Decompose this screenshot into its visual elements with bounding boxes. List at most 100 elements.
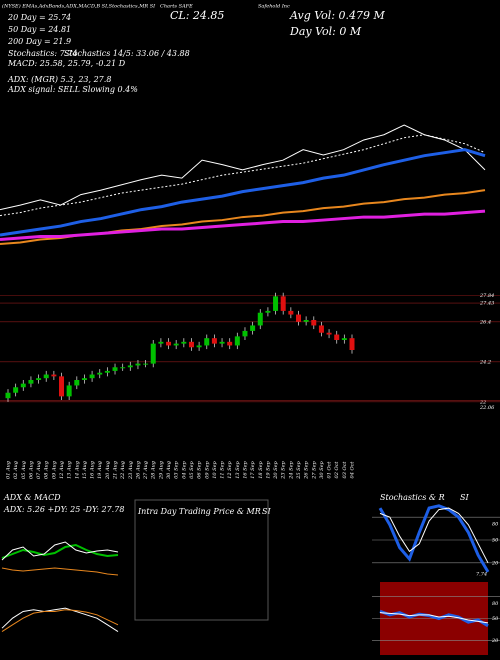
candle-body xyxy=(143,363,149,365)
candle-body xyxy=(66,385,72,397)
candle-body xyxy=(280,296,286,311)
candle-body xyxy=(173,343,179,346)
x-tick-label: 02 Aug xyxy=(13,461,19,479)
x-tick-label: 29 Aug xyxy=(158,461,164,480)
x-tick-label: 06 Sep xyxy=(197,460,203,478)
candle-body xyxy=(150,343,156,364)
y-tick-label: 50 xyxy=(492,538,499,544)
stat: 50 Day = 24.81 xyxy=(8,25,71,34)
candle-body xyxy=(89,374,95,379)
candle-body xyxy=(334,334,340,340)
series-line xyxy=(379,609,489,628)
x-tick-label: 20 Aug xyxy=(105,461,111,480)
candle-body xyxy=(20,383,26,388)
candle-body xyxy=(5,392,11,399)
x-tick-label: 03 Oct xyxy=(342,461,348,479)
x-tick-label: 20 Sep xyxy=(273,460,279,479)
x-tick-label: 26 Aug xyxy=(135,461,141,480)
x-tick-label: 28 Aug xyxy=(151,461,157,480)
y-tick-label: 27.43 xyxy=(479,301,494,307)
x-tick-label: 04 Oct xyxy=(350,461,356,479)
series-line xyxy=(379,612,489,624)
series-line xyxy=(1,541,119,561)
candle-body xyxy=(112,367,118,371)
series-line xyxy=(1,567,119,576)
panel-label: 7.74 xyxy=(476,572,487,578)
candle-body xyxy=(265,310,271,313)
series-line xyxy=(1,609,119,632)
x-tick-label: 23 Sep xyxy=(281,460,287,479)
candle-body xyxy=(13,387,19,393)
candle-body xyxy=(204,338,210,346)
x-tick-label: 08 Aug xyxy=(44,461,50,479)
x-tick-label: 04 Sep xyxy=(181,460,187,478)
candle-body xyxy=(120,367,126,369)
x-tick-label: 30 Sep xyxy=(319,460,325,478)
stat: ADX signal: SELL Slowing 0.4% xyxy=(7,85,138,94)
x-tick-label: 27 Sep xyxy=(311,460,317,479)
stat: MACD: 25.58, 25.79, -0.21 D xyxy=(7,59,126,68)
candle-body xyxy=(158,341,164,344)
y-tick-label: 80 xyxy=(492,522,499,528)
stat: Stochastics: 7.74 xyxy=(8,49,77,58)
x-tick-label: 16 Aug xyxy=(90,461,96,479)
x-tick-label: 14 Aug xyxy=(74,461,80,479)
stat: ADX: (MGR) 5.3, 23, 27.8 xyxy=(7,75,111,84)
intraday-suffix: SI xyxy=(262,507,271,516)
x-tick-label: 18 Sep xyxy=(258,460,264,478)
x-tick-label: 11 Sep xyxy=(220,460,226,478)
candle-body xyxy=(311,320,317,326)
x-tick-label: 02 Oct xyxy=(334,461,340,479)
header-left: (NYSE) EMAs,AdxBands,ADX,MACD,B SI,Stoch… xyxy=(2,3,156,10)
candle-body xyxy=(257,312,263,326)
series-line xyxy=(0,124,486,211)
x-tick-label: 06 Aug xyxy=(28,461,34,479)
x-tick-label: 05 Aug xyxy=(21,461,27,479)
candle-body xyxy=(295,314,301,322)
y-tick-label: 24.2 xyxy=(479,359,491,365)
candle-body xyxy=(81,378,87,380)
x-tick-label: 26 Sep xyxy=(304,460,310,479)
x-tick-label: 10 Sep xyxy=(212,460,218,478)
x-tick-label: 07 Aug xyxy=(36,461,42,479)
stat: 200 Day = 21.9 xyxy=(7,37,71,46)
x-tick-label: 01 Oct xyxy=(327,461,333,479)
candle-body xyxy=(250,325,256,331)
panel-title: Stochastics & R xyxy=(380,493,445,502)
x-tick-label: 21 Aug xyxy=(113,461,119,480)
y-tick-label: 22 xyxy=(479,399,486,405)
header-center: Charts SAFE xyxy=(160,4,193,10)
panel-title: ADX & MACD xyxy=(3,493,61,502)
x-tick-label: 25 Sep xyxy=(296,460,302,479)
x-tick-label: 13 Sep xyxy=(235,460,241,478)
candle-body xyxy=(227,341,233,346)
candle-body xyxy=(59,376,65,397)
x-tick-label: 12 Sep xyxy=(227,460,233,478)
candle-body xyxy=(43,374,49,379)
candle-body xyxy=(349,338,355,350)
y-tick-label: 80 xyxy=(492,601,499,607)
candle-body xyxy=(28,380,34,384)
candle-body xyxy=(326,332,332,335)
candle-body xyxy=(166,341,172,346)
series-line xyxy=(378,504,490,573)
x-tick-label: 13 Aug xyxy=(67,461,73,479)
candle-body xyxy=(219,341,225,344)
stat: 20 Day = 25.74 xyxy=(7,13,71,22)
x-tick-label: 19 Aug xyxy=(97,461,103,479)
y-tick-label: 22.06 xyxy=(479,405,495,411)
x-tick-label: 12 Aug xyxy=(59,461,65,479)
panel-suffix: SI xyxy=(460,493,469,502)
x-tick-label: 03 Sep xyxy=(174,460,180,478)
header-right: Safehold Inc xyxy=(258,4,290,10)
candle-body xyxy=(273,296,279,311)
x-tick-label: 24 Sep xyxy=(288,460,294,479)
candle-body xyxy=(135,363,141,366)
x-tick-label: 17 Sep xyxy=(250,460,256,478)
x-tick-label: 09 Sep xyxy=(204,460,210,478)
series-line xyxy=(0,134,486,217)
y-tick-label: 27.84 xyxy=(479,293,494,299)
intraday-panel xyxy=(134,499,269,621)
